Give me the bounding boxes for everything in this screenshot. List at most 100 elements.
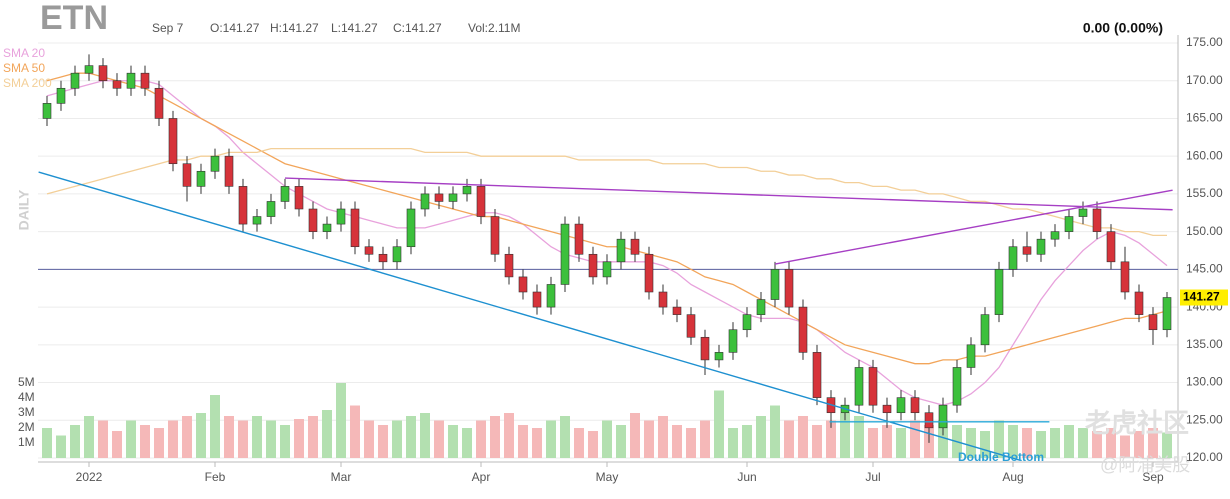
candle-body [336,208,346,225]
candle-body [1036,238,1046,255]
price-layer [38,54,1178,461]
volume-bar [42,428,52,458]
close-text: C:141.27 [393,21,442,35]
candle-body [56,87,66,104]
volume-bar [490,416,500,458]
candle-body [42,103,52,119]
volume-bar [966,428,976,458]
candle-body [1134,291,1144,315]
x-tick-label: 2022 [76,470,103,484]
volume-bar [98,420,108,458]
legend-entry: SMA 200 [3,76,52,90]
candle-body [392,246,402,263]
volume-bar [1036,431,1046,458]
candle-body [84,65,94,74]
y-tick-label: 170.00 [1186,73,1223,87]
candle-body [812,352,822,398]
candle-body [700,336,710,361]
volume-bar [882,425,892,458]
candle-body [546,284,556,308]
candle-body [588,253,598,278]
volume-bar [728,428,738,458]
volume-bar [644,420,654,458]
volume-bar [560,416,570,458]
watermark: @阿浦美股 [1100,455,1190,475]
candle-body [434,193,444,202]
symbol: ETN [40,0,108,37]
candle-body [994,269,1004,315]
y-tick-label: 165.00 [1186,111,1223,125]
volume-bar [812,425,822,458]
candle-body [280,186,290,202]
volume-bar [308,416,318,458]
volume-bar [714,390,724,458]
volume-bar [686,428,696,458]
volume-bar [462,428,472,458]
candle-body [168,118,178,165]
candle-body [1008,246,1018,270]
candle-body [350,208,360,248]
volume-bar [1092,431,1102,458]
volume-bar [126,420,136,458]
candle-body [448,193,458,202]
y-tick-label: 145.00 [1186,262,1223,276]
candle-body [672,306,682,315]
candle-body [742,314,752,331]
candle-body [756,299,766,315]
candle-body [714,352,724,361]
candle-body [308,208,318,232]
volume-bar [392,420,402,458]
volume-bar [294,419,304,458]
volume-bar [182,416,192,458]
candle-body [378,253,388,263]
volume-layer [42,383,1172,458]
volume-bar [1078,428,1088,458]
volume-tick-label: 5M [18,375,35,389]
candle-body [798,306,808,353]
candle-body [70,72,80,89]
change: 0.00 (0.00%) [1083,20,1163,36]
x-tick-label: Aug [1002,470,1023,484]
volume-bar [1120,435,1130,458]
volume-bar [406,416,416,458]
trendline [774,189,1173,265]
low-text: L:141.27 [331,21,378,35]
volume-bar [574,428,584,458]
candle-body [630,238,640,255]
trendline [284,177,1173,211]
volume-bar [350,405,360,458]
candle-body [154,87,164,119]
legend-entry: SMA 50 [3,61,45,75]
y-tick-label: 125.00 [1186,412,1223,426]
volume-bar [700,420,710,458]
candle-body [938,404,948,429]
volume-bar [672,425,682,458]
candle-body [196,170,206,187]
volume-bar [938,420,948,458]
volume-bar [770,405,780,458]
candle-body [182,163,192,187]
volume-bar [266,420,276,458]
y-tick-label: 160.00 [1186,148,1223,162]
open-text: O:141.27 [210,21,260,35]
sma-line [46,147,1167,237]
candle-body [1050,231,1060,240]
volume-bar [476,420,486,458]
volume-bar [154,428,164,458]
volume-bar [1162,432,1172,458]
volume-bar [378,425,388,458]
volume-bar [1106,428,1116,458]
grid [38,35,1179,467]
candle-body [882,404,892,414]
candle-body [476,186,486,217]
candle-body [518,276,528,293]
trendline [38,171,1021,461]
volume-bar [658,416,668,458]
candle-body [616,238,626,263]
volume-bar [602,420,612,458]
volume-bar [742,425,752,458]
watermark: 老虎社区 [1085,408,1189,438]
candle-body [364,246,374,255]
y-tick-label: 130.00 [1186,375,1223,389]
